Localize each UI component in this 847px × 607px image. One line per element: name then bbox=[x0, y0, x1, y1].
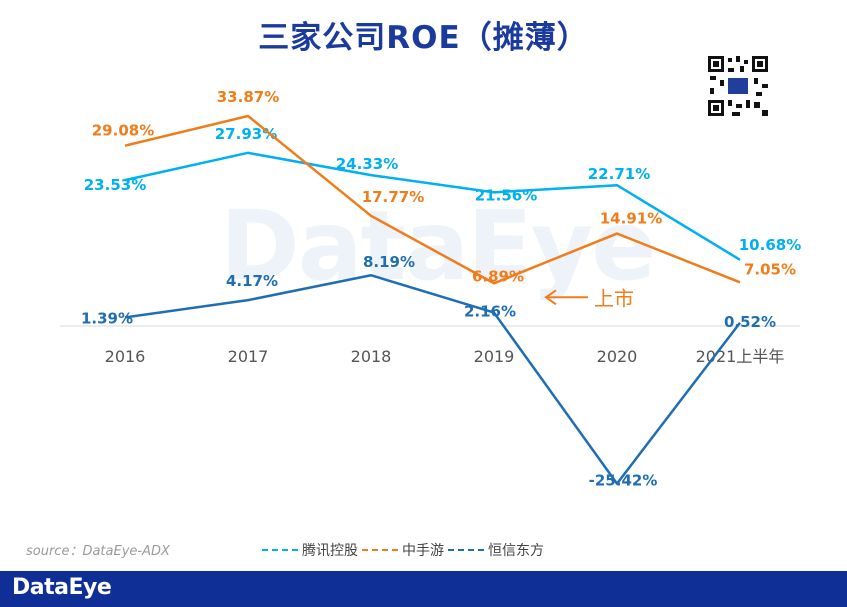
annotation-label: 上市 bbox=[594, 286, 634, 310]
legend-swatch-tencent bbox=[262, 549, 298, 551]
legend: 腾讯控股 中手游 恒信东方 bbox=[262, 540, 548, 560]
legend-label-hengxin: 恒信东方 bbox=[488, 543, 544, 559]
annotation-arrow-head bbox=[544, 289, 557, 306]
legend-item-hengxin: 恒信东方 bbox=[448, 540, 544, 560]
footer-bar: DataEye bbox=[0, 571, 847, 607]
chart-title: 三家公司ROE（摊薄） bbox=[258, 20, 589, 56]
data-label-hengxin: 8.19% bbox=[363, 253, 415, 271]
data-label-tencent: 23.53% bbox=[84, 176, 146, 194]
series-line-zsy bbox=[124, 114, 741, 285]
data-label-hengxin: 0.52% bbox=[724, 313, 776, 331]
legend-label-tencent: 腾讯控股 bbox=[302, 543, 358, 559]
data-label-hengxin: 2.16% bbox=[464, 303, 516, 321]
data-label-hengxin: 1.39% bbox=[81, 309, 133, 327]
x-tick-label: 2018 bbox=[351, 347, 392, 366]
data-label-zsy: 6.89% bbox=[472, 267, 524, 285]
data-label-tencent: 27.93% bbox=[215, 125, 277, 143]
data-label-zsy: 14.91% bbox=[600, 210, 662, 228]
legend-swatch-hengxin bbox=[448, 549, 484, 551]
data-label-hengxin: -25.42% bbox=[589, 472, 658, 490]
legend-label-zsy: 中手游 bbox=[402, 543, 444, 559]
series-line-hengxin bbox=[124, 273, 741, 485]
x-tick-label: 2020 bbox=[597, 347, 638, 366]
x-tick-label: 2016 bbox=[105, 347, 146, 366]
data-label-zsy: 7.05% bbox=[744, 260, 796, 278]
source-note: source：DataEye-ADX bbox=[26, 544, 170, 559]
series-line-tencent bbox=[124, 151, 741, 261]
data-label-zsy: 29.08% bbox=[92, 122, 154, 140]
data-label-zsy: 17.77% bbox=[362, 188, 424, 206]
legend-swatch-zsy bbox=[362, 549, 398, 551]
data-label-tencent: 10.68% bbox=[739, 236, 801, 254]
data-label-tencent: 22.71% bbox=[588, 165, 650, 183]
qr-code-image bbox=[706, 54, 770, 118]
data-label-tencent: 24.33% bbox=[336, 155, 398, 173]
x-tick-label: 2019 bbox=[474, 347, 515, 366]
data-label-hengxin: 4.17% bbox=[226, 272, 278, 290]
x-tick-label: 2017 bbox=[228, 347, 269, 366]
footer-logo: DataEye bbox=[12, 575, 112, 600]
legend-item-zsy: 中手游 bbox=[362, 540, 444, 560]
data-label-tencent: 21.56% bbox=[475, 186, 537, 204]
data-label-zsy: 33.87% bbox=[217, 88, 279, 106]
legend-item-tencent: 腾讯控股 bbox=[262, 540, 358, 560]
